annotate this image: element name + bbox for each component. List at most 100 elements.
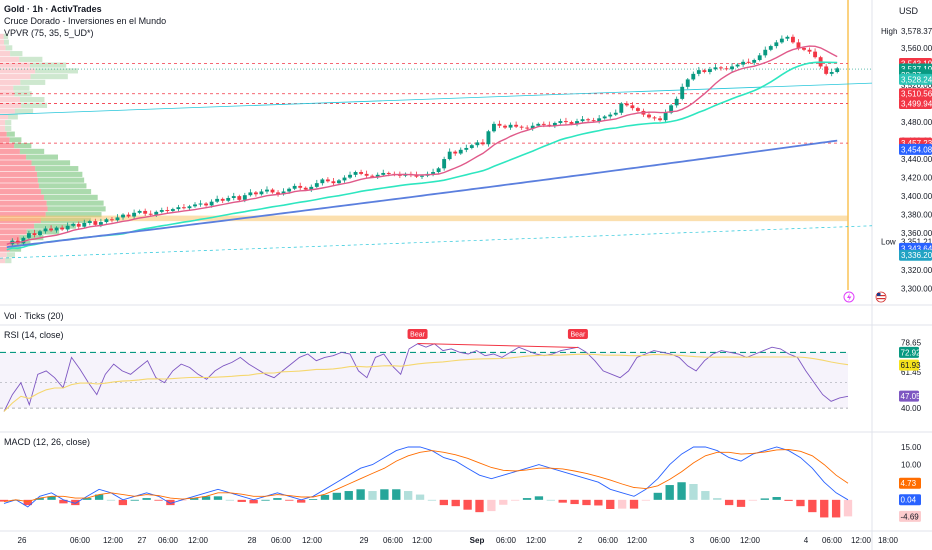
- candle-body: [713, 67, 718, 70]
- high-value: 3,578.37: [901, 27, 932, 36]
- us-flag-canton: [877, 293, 881, 296]
- vpvr-bar-down: [0, 56, 20, 62]
- price-badge-bg: [899, 98, 932, 110]
- macd-hist-bar: [724, 499, 734, 506]
- macd-hist-bar: [83, 498, 92, 500]
- macd-hist-bar: [475, 499, 484, 513]
- candle-body: [458, 149, 463, 154]
- price-tick-label: 3,560.00: [901, 44, 932, 53]
- price-badge: 3,457.23: [901, 139, 932, 148]
- candle-body: [82, 222, 87, 227]
- indicator-label-golden-cross[interactable]: Cruce Dorado - Inversiones en el Mundo: [4, 16, 167, 26]
- macd-hist-bar: [463, 499, 472, 510]
- candle-body: [586, 119, 591, 121]
- price-tick-label: 3,520.00: [901, 81, 932, 90]
- candle-body: [492, 123, 496, 132]
- bear-label-bg: [407, 328, 428, 339]
- macd-badge: -4.69: [901, 512, 920, 521]
- macd-hist-bar: [249, 499, 258, 504]
- trendline-upper: [0, 82, 873, 116]
- candle-body: [370, 175, 375, 177]
- macd-hist-bar: [0, 499, 9, 502]
- macd-hist-bar: [808, 499, 817, 513]
- macd-hist-bar: [201, 496, 211, 500]
- candle-body: [348, 174, 352, 178]
- vpvr-bar-down: [0, 223, 35, 229]
- candle-body: [320, 179, 325, 184]
- support-band: [0, 215, 848, 222]
- candle-body: [707, 69, 712, 73]
- macd-hist-bar: [522, 498, 532, 500]
- rsi-badge: 47.05: [901, 392, 922, 401]
- vpvr-bar-up: [5, 258, 12, 264]
- macd-hist-bar: [320, 494, 330, 500]
- price-badge: 3,499.94: [901, 100, 932, 109]
- time-tick-label: 12:00: [851, 536, 872, 545]
- candle-body: [824, 66, 829, 74]
- candle-body: [469, 145, 474, 148]
- candle-body: [143, 210, 148, 214]
- macd-badge: 0.04: [901, 496, 917, 505]
- vpvr-bar-down: [0, 148, 20, 154]
- macd-hist-bar: [106, 499, 116, 501]
- vpvr-bar-up: [38, 183, 87, 189]
- macd-hist-bar: [297, 499, 306, 503]
- rsi-tick-label: 78.65: [901, 339, 922, 348]
- low-value: 3,351.21: [901, 237, 932, 246]
- candle-body: [187, 206, 192, 209]
- candle-body: [447, 151, 452, 160]
- time-tick-label: 12:00: [412, 536, 433, 545]
- candle-body: [663, 112, 668, 121]
- macd-hist-bar: [570, 499, 579, 505]
- vpvr-bar-down: [0, 131, 7, 137]
- macd-hist-bar: [629, 499, 639, 509]
- candle-body: [397, 174, 402, 176]
- vpvr-bar-up: [9, 137, 22, 143]
- time-tick-label: 3: [690, 536, 695, 545]
- candle-body: [253, 192, 258, 195]
- macd-hist-bar: [23, 499, 32, 506]
- macd-hist-bar: [617, 499, 627, 509]
- vpvr-bar-up: [45, 212, 102, 218]
- candle-body: [165, 210, 170, 212]
- vpvr-bar-up: [9, 246, 22, 252]
- vpvr-bar-down: [0, 102, 22, 108]
- candle-body: [719, 67, 723, 69]
- vpvr-bar-down: [0, 200, 47, 206]
- vpvr-bar-up: [19, 148, 45, 154]
- macd-hist-bar: [415, 494, 425, 500]
- price-tick-label: 3,440.00: [901, 155, 932, 164]
- vpvr-bar-up: [26, 229, 60, 235]
- macd-hist-bar: [546, 499, 555, 501]
- candle-body: [519, 126, 524, 128]
- candle-body: [60, 227, 65, 230]
- candle-body: [32, 233, 37, 236]
- macd-hist-bar: [843, 499, 853, 517]
- vpvr-bar-up: [5, 120, 12, 126]
- signal-line: [3, 449, 849, 503]
- candle-body: [215, 198, 220, 202]
- indicator-label-vpvr[interactable]: VPVR (75, 35, 5_UD*): [4, 28, 94, 38]
- vpvr-bar-up: [21, 102, 48, 108]
- rsi-badge: 61.93: [901, 361, 922, 370]
- candle-body: [126, 214, 131, 217]
- volume-panel-label[interactable]: Vol · Ticks (20): [4, 311, 64, 321]
- vpvr-bar-up: [4, 39, 9, 45]
- lightning-icon-glyph: [847, 293, 852, 302]
- candle-body: [613, 112, 618, 115]
- rsi-panel-label[interactable]: RSI (14, close): [4, 330, 64, 340]
- time-tick-label: 06:00: [822, 536, 843, 545]
- candle-body: [608, 114, 613, 117]
- candle-body: [132, 212, 137, 217]
- vpvr-bar-down: [0, 68, 36, 74]
- candle-body: [26, 233, 31, 238]
- candle-body: [791, 36, 795, 43]
- time-tick-label: 28: [248, 536, 257, 545]
- macd-panel-label[interactable]: MACD (12, 26, close): [4, 437, 91, 447]
- price-badge: 3,343.64: [901, 244, 932, 253]
- candle-body: [835, 68, 840, 73]
- ma-fast-line: [6, 45, 838, 245]
- candle-body: [807, 49, 812, 52]
